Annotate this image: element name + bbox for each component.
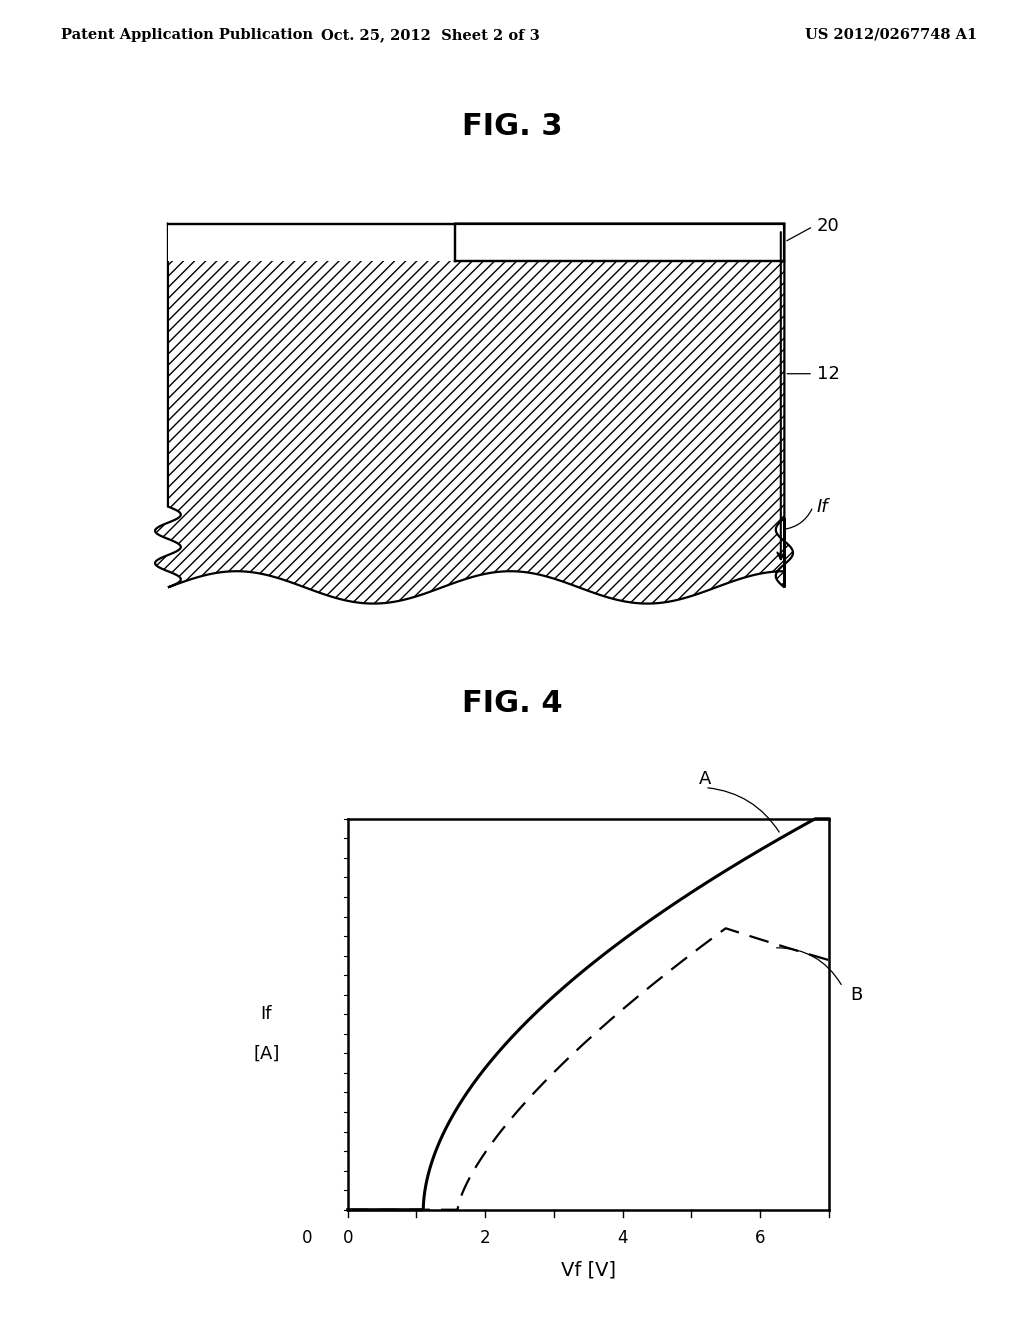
Text: If: If (260, 1006, 272, 1023)
Text: 0: 0 (302, 1229, 312, 1247)
Text: 6: 6 (755, 1229, 765, 1247)
Bar (168, 218, 455, 261)
Text: A: A (699, 770, 712, 788)
Polygon shape (155, 223, 793, 603)
Text: FIG. 4: FIG. 4 (462, 689, 562, 718)
Text: 4: 4 (617, 1229, 628, 1247)
Text: Oct. 25, 2012  Sheet 2 of 3: Oct. 25, 2012 Sheet 2 of 3 (321, 28, 540, 42)
Text: 2: 2 (480, 1229, 490, 1247)
Text: B: B (850, 986, 862, 1003)
Text: [A]: [A] (253, 1044, 280, 1063)
Text: US 2012/0267748 A1: US 2012/0267748 A1 (805, 28, 977, 42)
Bar (455, 223, 784, 261)
Text: If: If (816, 498, 828, 516)
Bar (455, 223, 784, 261)
Text: 0: 0 (342, 1229, 353, 1247)
Text: 12: 12 (816, 364, 840, 383)
Text: Patent Application Publication: Patent Application Publication (61, 28, 313, 42)
Text: FIG. 3: FIG. 3 (462, 112, 562, 141)
Text: 20: 20 (816, 218, 840, 235)
Text: Vf [V]: Vf [V] (561, 1261, 615, 1279)
